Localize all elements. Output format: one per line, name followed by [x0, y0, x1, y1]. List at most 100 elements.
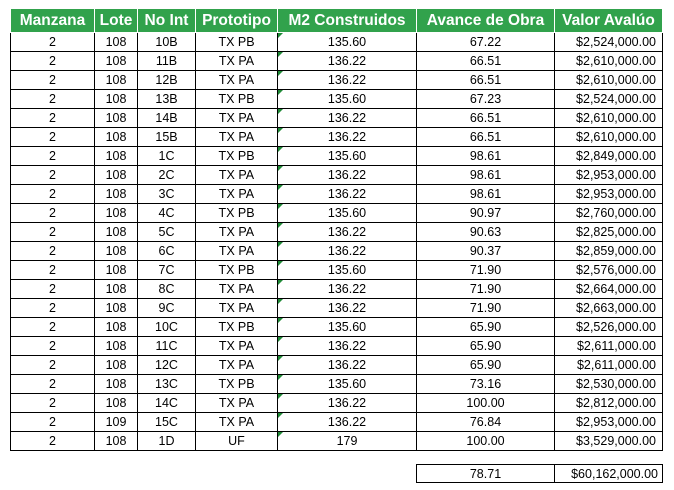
prototipo-cell: TX PA — [195, 51, 278, 71]
m2-cell: 136.22 — [277, 298, 417, 318]
table-row: 2 108 4C TX PB 135.60 90.97 $2,760,000.00 — [10, 203, 663, 223]
lote-cell: 108 — [94, 146, 138, 166]
valor-cell: $2,610,000.00 — [554, 127, 663, 147]
avance-cell: 71.90 — [416, 298, 555, 318]
avance-cell: 98.61 — [416, 165, 555, 185]
no-int-cell: 3C — [137, 184, 196, 204]
table-row: 2 108 2C TX PA 136.22 98.61 $2,953,000.00 — [10, 165, 663, 185]
header-m2-construidos: M2 Construidos — [277, 8, 417, 33]
prototipo-cell: TX PA — [195, 127, 278, 147]
lote-cell: 108 — [94, 393, 138, 413]
valor-cell: $2,610,000.00 — [554, 70, 663, 90]
manzana-cell: 2 — [10, 260, 95, 280]
m2-cell: 136.22 — [277, 108, 417, 128]
lote-cell: 108 — [94, 184, 138, 204]
valor-cell: $2,953,000.00 — [554, 412, 663, 432]
prototipo-cell: TX PB — [195, 89, 278, 109]
manzana-cell: 2 — [10, 127, 95, 147]
no-int-cell: 12C — [137, 355, 196, 375]
manzana-cell: 2 — [10, 412, 95, 432]
avance-cell: 90.97 — [416, 203, 555, 223]
m2-cell: 136.22 — [277, 355, 417, 375]
header-prototipo: Prototipo — [195, 8, 278, 33]
avance-cell: 66.51 — [416, 108, 555, 128]
no-int-cell: 5C — [137, 222, 196, 242]
m2-cell: 135.60 — [277, 374, 417, 394]
valor-cell: $2,760,000.00 — [554, 203, 663, 223]
table-row: 2 108 10B TX PB 135.60 67.22 $2,524,000.00 — [10, 32, 663, 52]
valor-cell: $2,825,000.00 — [554, 222, 663, 242]
valor-cell: $2,849,000.00 — [554, 146, 663, 166]
no-int-cell: 6C — [137, 241, 196, 261]
lote-cell: 108 — [94, 203, 138, 223]
manzana-cell: 2 — [10, 165, 95, 185]
prototipo-cell: TX PA — [195, 412, 278, 432]
lote-cell: 108 — [94, 241, 138, 261]
avance-cell: 90.63 — [416, 222, 555, 242]
no-int-cell: 13C — [137, 374, 196, 394]
no-int-cell: 15C — [137, 412, 196, 432]
m2-cell: 135.60 — [277, 146, 417, 166]
valor-cell: $2,610,000.00 — [554, 51, 663, 71]
manzana-cell: 2 — [10, 184, 95, 204]
table-row: 2 108 15B TX PA 136.22 66.51 $2,610,000.00 — [10, 127, 663, 147]
manzana-cell: 2 — [10, 336, 95, 356]
table-row: 2 108 5C TX PA 136.22 90.63 $2,825,000.00 — [10, 222, 663, 242]
m2-cell: 136.22 — [277, 279, 417, 299]
avance-cell: 66.51 — [416, 51, 555, 71]
table-row: 2 108 13B TX PB 135.60 67.23 $2,524,000.00 — [10, 89, 663, 109]
table-row: 2 108 10C TX PB 135.60 65.90 $2,526,000.00 — [10, 317, 663, 337]
lote-cell: 108 — [94, 89, 138, 109]
table-row: 2 108 13C TX PB 135.60 73.16 $2,530,000.00 — [10, 374, 663, 394]
totals-row: 78.71 $60,162,000.00 — [416, 464, 663, 483]
avance-cell: 71.90 — [416, 279, 555, 299]
table-row: 2 109 15C TX PA 136.22 76.84 $2,953,000.00 — [10, 412, 663, 432]
no-int-cell: 9C — [137, 298, 196, 318]
no-int-cell: 12B — [137, 70, 196, 90]
no-int-cell: 8C — [137, 279, 196, 299]
m2-cell: 136.22 — [277, 184, 417, 204]
manzana-cell: 2 — [10, 89, 95, 109]
no-int-cell: 1D — [137, 431, 196, 451]
table-row: 2 108 7C TX PB 135.60 71.90 $2,576,000.00 — [10, 260, 663, 280]
prototipo-cell: TX PA — [195, 355, 278, 375]
m2-cell: 136.22 — [277, 222, 417, 242]
total-avance-cell: 78.71 — [416, 464, 555, 483]
prototipo-cell: TX PA — [195, 222, 278, 242]
prototipo-cell: TX PA — [195, 184, 278, 204]
manzana-cell: 2 — [10, 431, 95, 451]
valor-cell: $2,576,000.00 — [554, 260, 663, 280]
valor-cell: $2,526,000.00 — [554, 317, 663, 337]
valor-cell: $2,524,000.00 — [554, 32, 663, 52]
avance-cell: 100.00 — [416, 431, 555, 451]
manzana-cell: 2 — [10, 222, 95, 242]
avance-cell: 66.51 — [416, 70, 555, 90]
avance-cell: 67.23 — [416, 89, 555, 109]
header-lote: Lote — [94, 8, 138, 33]
valor-cell: $2,812,000.00 — [554, 393, 663, 413]
prototipo-cell: TX PA — [195, 279, 278, 299]
manzana-cell: 2 — [10, 108, 95, 128]
m2-cell: 136.22 — [277, 165, 417, 185]
total-valor-cell: $60,162,000.00 — [554, 464, 663, 483]
avance-cell: 73.16 — [416, 374, 555, 394]
valor-cell: $2,663,000.00 — [554, 298, 663, 318]
lote-cell: 108 — [94, 298, 138, 318]
lote-cell: 108 — [94, 222, 138, 242]
lote-cell: 108 — [94, 70, 138, 90]
prototipo-cell: TX PA — [195, 336, 278, 356]
manzana-cell: 2 — [10, 241, 95, 261]
manzana-cell: 2 — [10, 203, 95, 223]
table-row: 2 108 6C TX PA 136.22 90.37 $2,859,000.00 — [10, 241, 663, 261]
prototipo-cell: TX PA — [195, 165, 278, 185]
lote-cell: 108 — [94, 374, 138, 394]
avance-cell: 98.61 — [416, 146, 555, 166]
table-row: 2 108 14B TX PA 136.22 66.51 $2,610,000.00 — [10, 108, 663, 128]
m2-cell: 135.60 — [277, 260, 417, 280]
manzana-cell: 2 — [10, 317, 95, 337]
m2-cell: 136.22 — [277, 241, 417, 261]
no-int-cell: 10B — [137, 32, 196, 52]
prototipo-cell: TX PA — [195, 108, 278, 128]
table-row: 2 108 12B TX PA 136.22 66.51 $2,610,000.00 — [10, 70, 663, 90]
lote-cell: 108 — [94, 32, 138, 52]
